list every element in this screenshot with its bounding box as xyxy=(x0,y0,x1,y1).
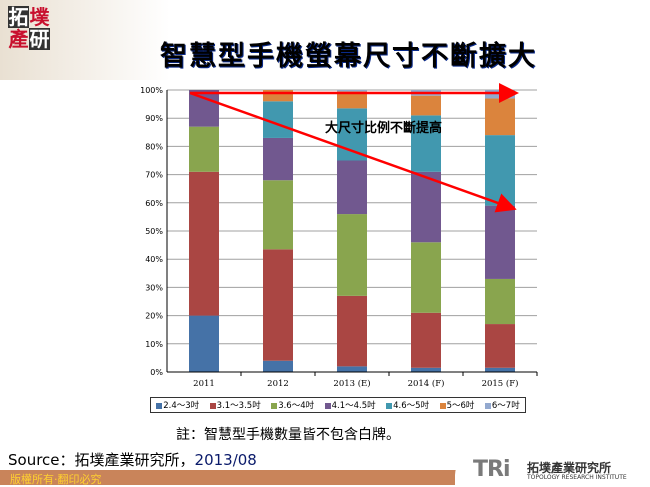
bar-segment xyxy=(485,98,515,136)
legend-label: 3.6～4吋 xyxy=(278,401,315,411)
note: 註：智慧型手機數量皆不包含白牌。 xyxy=(176,427,400,443)
legend-label: 3.1～3.5吋 xyxy=(216,401,261,411)
bar-segment xyxy=(337,295,367,367)
brand-name-en: TOPOLOGY RESEARCH INSTITUTE xyxy=(527,474,627,481)
legend-label: 5～6吋 xyxy=(446,401,475,411)
y-tick-label: 100% xyxy=(140,86,163,95)
slide-title: 智慧型手機螢幕尺寸不斷擴大 xyxy=(160,41,537,72)
bar-segment xyxy=(485,135,515,206)
bar-segment xyxy=(337,90,367,92)
brand-logo: TRi 拓墣產業研究所 TOPOLOGY RESEARCH INSTITUTE xyxy=(455,455,650,485)
x-tick-label: 2013 (E) xyxy=(333,378,370,389)
x-tick-label: 2012 xyxy=(267,379,289,389)
bar-segment xyxy=(411,312,441,368)
bar-segment xyxy=(337,160,367,215)
legend-item: 3.6～4吋 xyxy=(271,399,314,411)
legend-label: 2.4～3吋 xyxy=(163,401,200,411)
source: Source：拓墣產業研究所，2013/08 xyxy=(8,449,257,470)
bar-segment xyxy=(337,366,367,372)
source-date: 2013/08 xyxy=(194,451,257,469)
bar-segment xyxy=(189,315,219,372)
brand-name-cn: 拓墣產業研究所 xyxy=(527,461,612,475)
legend-item: 2.4～3吋 xyxy=(156,399,199,411)
logo-char: 研 xyxy=(29,27,50,51)
bar-segment xyxy=(337,91,367,109)
bar-segment xyxy=(485,205,515,279)
bar-segment xyxy=(337,214,367,296)
legend-item: 4.1～4.5吋 xyxy=(324,399,376,411)
y-tick-label: 70% xyxy=(145,171,163,180)
source-label: Source：拓墣產業研究所， xyxy=(8,451,195,469)
bar-segment xyxy=(263,137,293,181)
y-tick-label: 50% xyxy=(145,227,163,236)
legend-swatch xyxy=(156,402,163,409)
bar-segment xyxy=(485,367,515,372)
y-tick-label: 60% xyxy=(145,199,163,208)
legend: 2.4～3吋 3.1～3.5吋 3.6～4吋 4.1～4.5吋 4.6～5吋 5～6吋 6～… xyxy=(150,397,526,413)
bar-segment xyxy=(189,126,219,172)
bar-segment xyxy=(411,242,441,313)
arrow-down xyxy=(189,91,517,213)
x-tick-label: 2011 xyxy=(193,379,215,389)
logo-char: 產 xyxy=(8,27,29,51)
bar-segment xyxy=(485,324,515,368)
legend-item: 4.6～5吋 xyxy=(386,399,429,411)
legend-swatch xyxy=(386,402,393,409)
copyright: 版權所有‧翻印必究 xyxy=(10,473,102,486)
y-tick-label: 30% xyxy=(145,283,163,292)
legend-label: 4.6～5吋 xyxy=(393,401,430,411)
logo-char: 拓 xyxy=(8,5,29,29)
bar-segment xyxy=(411,367,441,372)
legend-item: 5～6吋 xyxy=(439,399,475,411)
bar-segment xyxy=(189,171,219,316)
annotation: 大尺寸比例不斷提高 xyxy=(325,120,442,136)
legend-swatch xyxy=(439,402,446,409)
logo-char: 墣 xyxy=(29,5,50,29)
legend-item: 6～7吋 xyxy=(484,399,520,411)
bar-segment xyxy=(189,90,219,127)
bar-segment xyxy=(263,180,293,250)
legend-swatch xyxy=(271,402,278,409)
y-tick-label: 90% xyxy=(145,114,163,123)
legend-swatch xyxy=(209,402,216,409)
y-tick-label: 80% xyxy=(145,142,163,151)
y-tick-label: 20% xyxy=(145,312,163,321)
legend-item: 3.1～3.5吋 xyxy=(209,399,261,411)
bar-segment xyxy=(411,95,441,116)
y-tick-label: 10% xyxy=(145,340,163,349)
logo: 拓墣產研 xyxy=(8,6,52,54)
bar-segment xyxy=(411,115,441,172)
y-tick-label: 40% xyxy=(145,255,163,264)
y-tick-label: 0% xyxy=(150,368,163,377)
bar-segment xyxy=(263,360,293,372)
legend-label: 6～7吋 xyxy=(491,401,520,411)
x-tick-label: 2015 (F) xyxy=(482,378,519,389)
bar-segment xyxy=(485,278,515,325)
brand-mark: TRi xyxy=(473,457,510,482)
bar-segment xyxy=(263,249,293,361)
x-tick-label: 2014 (F) xyxy=(408,378,445,389)
legend-label: 4.1～4.5吋 xyxy=(331,401,376,411)
legend-swatch xyxy=(324,402,331,409)
legend-swatch xyxy=(484,402,491,409)
bar-segment xyxy=(411,171,441,243)
bar-segment xyxy=(263,90,293,102)
